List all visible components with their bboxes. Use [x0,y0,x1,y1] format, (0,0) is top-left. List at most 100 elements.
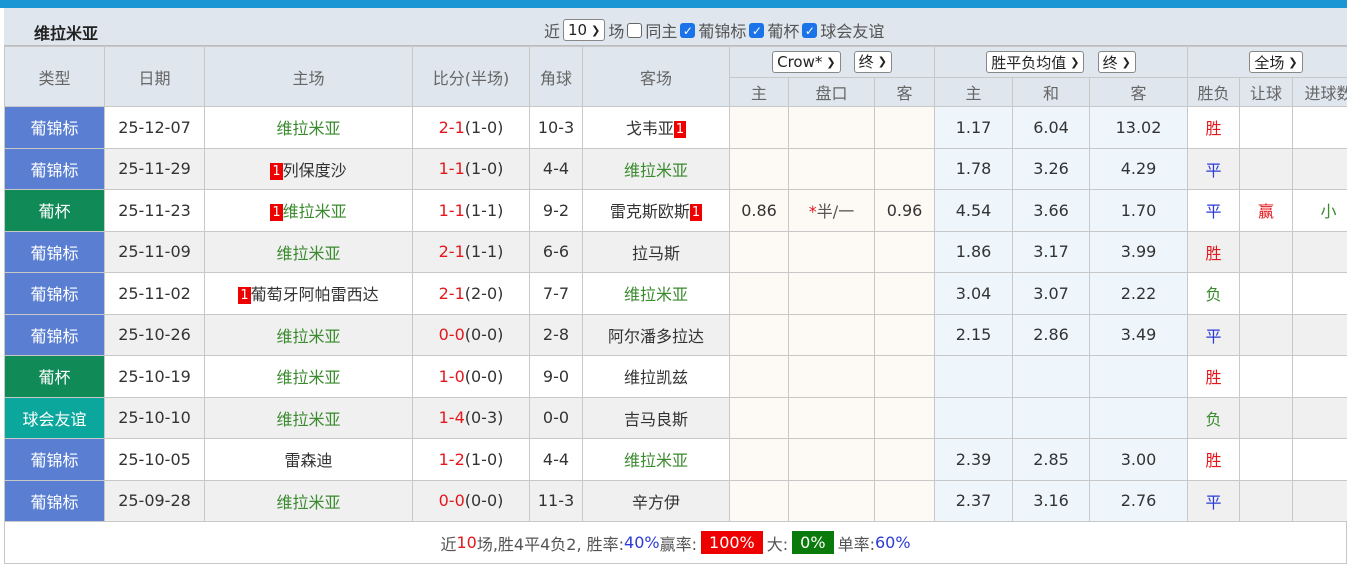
type-cell[interactable]: 葡杯 [4,189,105,232]
type-cell[interactable]: 葡锦标 [4,479,105,522]
away-team-name[interactable]: 辛方伊 [631,492,680,512]
home-team-name[interactable]: 葡萄牙阿帕雷西达 [250,285,379,305]
match-row[interactable]: 葡锦标 25-11-29 1 列保度沙 1-1(1-0) 4-4 维拉米亚 1.7… [4,147,1347,190]
match-row[interactable]: 葡锦标 25-11-02 1 葡萄牙阿帕雷西达 2-1(2-0) 7-7 维拉米亚… [4,272,1347,315]
col-handicap: 让球 [1239,77,1294,107]
score-cell[interactable]: 2-1(2-0) [412,272,530,315]
away-team-name[interactable]: 维拉米亚 [623,451,688,471]
home-team-name[interactable]: 雷森迪 [284,451,333,471]
goals-cell [1292,438,1347,481]
match-row[interactable]: 葡锦标 25-10-26 维拉米亚 0-0(0-0) 2-8 阿尔潘多拉达 2.… [4,313,1347,356]
score-cell[interactable]: 2-1(1-1) [412,230,530,273]
ah-line-cell [788,230,875,273]
away-team-name[interactable]: 维拉米亚 [623,160,688,180]
games-label: 场 [608,22,625,41]
match-row[interactable]: 葡杯 25-10-19 维拉米亚 1-0(0-0) 9-0 维拉凯兹 胜 [4,355,1347,398]
ah-away-cell [873,313,936,356]
score-cell[interactable]: 0-0(0-0) [412,479,530,522]
handicap-cell [1239,147,1294,190]
type-cell[interactable]: 球会友谊 [4,396,105,439]
eu-home-cell: 3.04 [934,272,1014,315]
ah-away-cell [873,106,936,149]
period-select[interactable]: 全场 ❯ [1249,51,1303,73]
away-team-name[interactable]: 维拉米亚 [623,285,688,305]
euro-type-select[interactable]: 胜平负均值 ❯ [986,51,1085,73]
home-team-name[interactable]: 维拉米亚 [276,326,341,346]
type-cell[interactable]: 葡锦标 [4,272,105,315]
ah-line-cell [788,106,875,149]
result-cell: 平 [1187,189,1241,232]
away-team-name[interactable]: 戈韦亚 [625,119,674,139]
col-ah-away: 客 [873,77,936,107]
home-team-name[interactable]: 维拉米亚 [276,119,341,139]
result-cell: 平 [1187,479,1241,522]
type-cell[interactable]: 葡锦标 [4,230,105,273]
score-cell[interactable]: 1-4(0-3) [412,396,530,439]
type-cell[interactable]: 葡锦标 [4,313,105,356]
corner-cell: 6-6 [529,230,583,273]
match-row[interactable]: 葡锦标 25-11-09 维拉米亚 2-1(1-1) 6-6 拉马斯 1.86 … [4,230,1347,273]
date-cell: 25-10-10 [104,396,205,439]
score-cell[interactable]: 0-0(0-0) [412,313,530,356]
score-cell[interactable]: 1-1(1-1) [412,189,530,232]
home-team-name[interactable]: 维拉米亚 [276,368,341,388]
ah-home-cell [729,438,789,481]
euro-header: 胜平负均值 ❯ 终 ❯ [934,46,1189,78]
type-cell[interactable]: 葡锦标 [4,438,105,481]
date-cell: 25-09-28 [104,479,205,522]
chevron-down-icon: ❯ [1288,55,1298,69]
score: 2-1 [438,242,465,262]
result-cell: 平 [1187,313,1241,356]
ah-line-cell [788,313,875,356]
eu-home-cell: 1.86 [934,230,1014,273]
type-cell[interactable]: 葡锦标 [4,106,105,149]
half-score: (1-1) [464,200,504,220]
euro-stage-select[interactable]: 终 ❯ [1097,51,1136,73]
score-cell[interactable]: 2-1(1-0) [412,106,530,149]
corner-cell: 4-4 [529,147,583,190]
match-row[interactable]: 葡杯 25-11-23 1 维拉米亚 1-1(1-1) 9-2 雷克斯欧斯 1 0.… [4,189,1347,232]
date-cell: 25-11-29 [104,147,205,190]
home-team-name[interactable]: 维拉米亚 [282,202,347,222]
comp-checkbox-2[interactable]: ✓ [802,22,818,38]
chevron-down-icon: ❯ [1070,55,1080,69]
type-cell[interactable]: 葡杯 [4,355,105,398]
eu-draw-cell [1012,396,1091,439]
away-team-name[interactable]: 维拉凯兹 [623,368,688,388]
type-cell[interactable]: 葡锦标 [4,147,105,190]
match-count-select[interactable]: 10 ❯ [563,19,606,41]
company-select[interactable]: Crow* ❯ [772,51,841,74]
comp-checkbox-1[interactable]: ✓ [749,22,765,38]
match-row[interactable]: 葡锦标 25-10-05 雷森迪 1-2(1-0) 4-4 维拉米亚 2.39 … [4,438,1347,481]
home-team-name[interactable]: 维拉米亚 [276,409,341,429]
eu-away-cell: 2.22 [1089,272,1189,315]
score-cell[interactable]: 1-1(1-0) [412,147,530,190]
score-cell[interactable]: 1-0(0-0) [412,355,530,398]
match-row[interactable]: 葡锦标 25-12-07 维拉米亚 2-1(1-0) 10-3 戈韦亚 1 1.1… [4,106,1347,149]
ah-home-cell [729,479,789,522]
date-cell: 25-12-07 [104,106,205,149]
home-cell: 维拉米亚 [204,396,413,439]
eu-away-cell: 1.70 [1089,189,1189,232]
match-row[interactable]: 葡锦标 25-09-28 维拉米亚 0-0(0-0) 11-3 辛方伊 2.37… [4,479,1347,522]
asian-stage-select[interactable]: 终 ❯ [853,50,892,73]
score: 1-1 [438,200,465,220]
win-rate: 40% [624,533,660,552]
same-host-checkbox[interactable] [627,22,643,38]
home-team-name[interactable]: 列保度沙 [282,160,347,180]
away-team-name[interactable]: 阿尔潘多拉达 [607,326,704,346]
home-team-name[interactable]: 维拉米亚 [276,492,341,512]
away-team-name[interactable]: 吉马良斯 [623,409,688,429]
half-score: (0-3) [464,408,504,428]
home-team-name[interactable]: 维拉米亚 [276,243,341,263]
away-team-name[interactable]: 雷克斯欧斯 [609,202,690,222]
away-cell: 维拉米亚 [582,438,730,481]
comp-checkbox-0[interactable]: ✓ [680,22,696,38]
date-cell: 25-11-23 [104,189,205,232]
score-cell[interactable]: 1-2(1-0) [412,438,530,481]
eu-home-cell: 2.37 [934,479,1014,522]
match-row[interactable]: 球会友谊 25-10-10 维拉米亚 1-4(0-3) 0-0 吉马良斯 负 [4,396,1347,439]
filters: 近 10 ❯ 场 同主 ✓ 葡锦标 ✓ 葡杯 ✓ 球会友谊 [544,18,884,42]
ah-home-cell [729,272,789,315]
away-team-name[interactable]: 拉马斯 [631,243,680,263]
